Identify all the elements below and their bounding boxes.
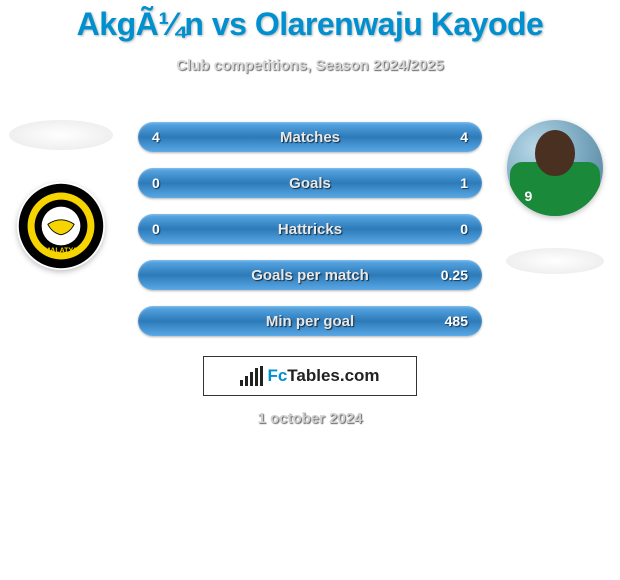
club-badge-icon: MALATYA (17, 182, 105, 270)
player-placeholder-ellipse (9, 120, 113, 150)
stat-right-value: 1 (428, 175, 468, 191)
logo-text-accent: Fc (267, 366, 287, 385)
stat-right-value: 485 (428, 313, 468, 329)
stat-row-goals: 0 Goals 1 (138, 168, 482, 198)
stat-left-value: 0 (152, 175, 192, 191)
left-column: MALATYA (8, 120, 113, 270)
jersey-number: 9 (525, 188, 533, 204)
stats-table: 4 Matches 4 0 Goals 1 0 Hattricks 0 Goal… (138, 122, 482, 336)
player-head-icon (535, 130, 575, 176)
header: AkgÃ¼n vs Olarenwaju Kayode Club competi… (0, 0, 620, 74)
stat-row-min-per-goal: Min per goal 485 (138, 306, 482, 336)
stat-row-matches: 4 Matches 4 (138, 122, 482, 152)
page-subtitle: Club competitions, Season 2024/2025 (0, 57, 620, 74)
stat-right-value: 4 (428, 129, 468, 145)
club-badge-left: MALATYA (17, 182, 105, 270)
stat-left-value: 4 (152, 129, 192, 145)
club-badge-text: MALATYA (44, 247, 77, 254)
stat-left-value: 0 (152, 221, 192, 237)
right-column: 9 (497, 120, 612, 274)
date-text: 1 october 2024 (0, 410, 620, 427)
stat-right-value: 0.25 (428, 267, 468, 283)
logo-text-rest: Tables.com (287, 366, 379, 385)
club-placeholder-ellipse (506, 248, 604, 274)
stat-right-value: 0 (428, 221, 468, 237)
page-title: AkgÃ¼n vs Olarenwaju Kayode (0, 6, 620, 43)
attribution-text: FcTables.com (267, 366, 379, 386)
bars-icon (240, 366, 263, 386)
attribution-logo[interactable]: FcTables.com (203, 356, 417, 396)
player-photo-right: 9 (507, 120, 603, 216)
stat-row-hattricks: 0 Hattricks 0 (138, 214, 482, 244)
stat-row-goals-per-match: Goals per match 0.25 (138, 260, 482, 290)
